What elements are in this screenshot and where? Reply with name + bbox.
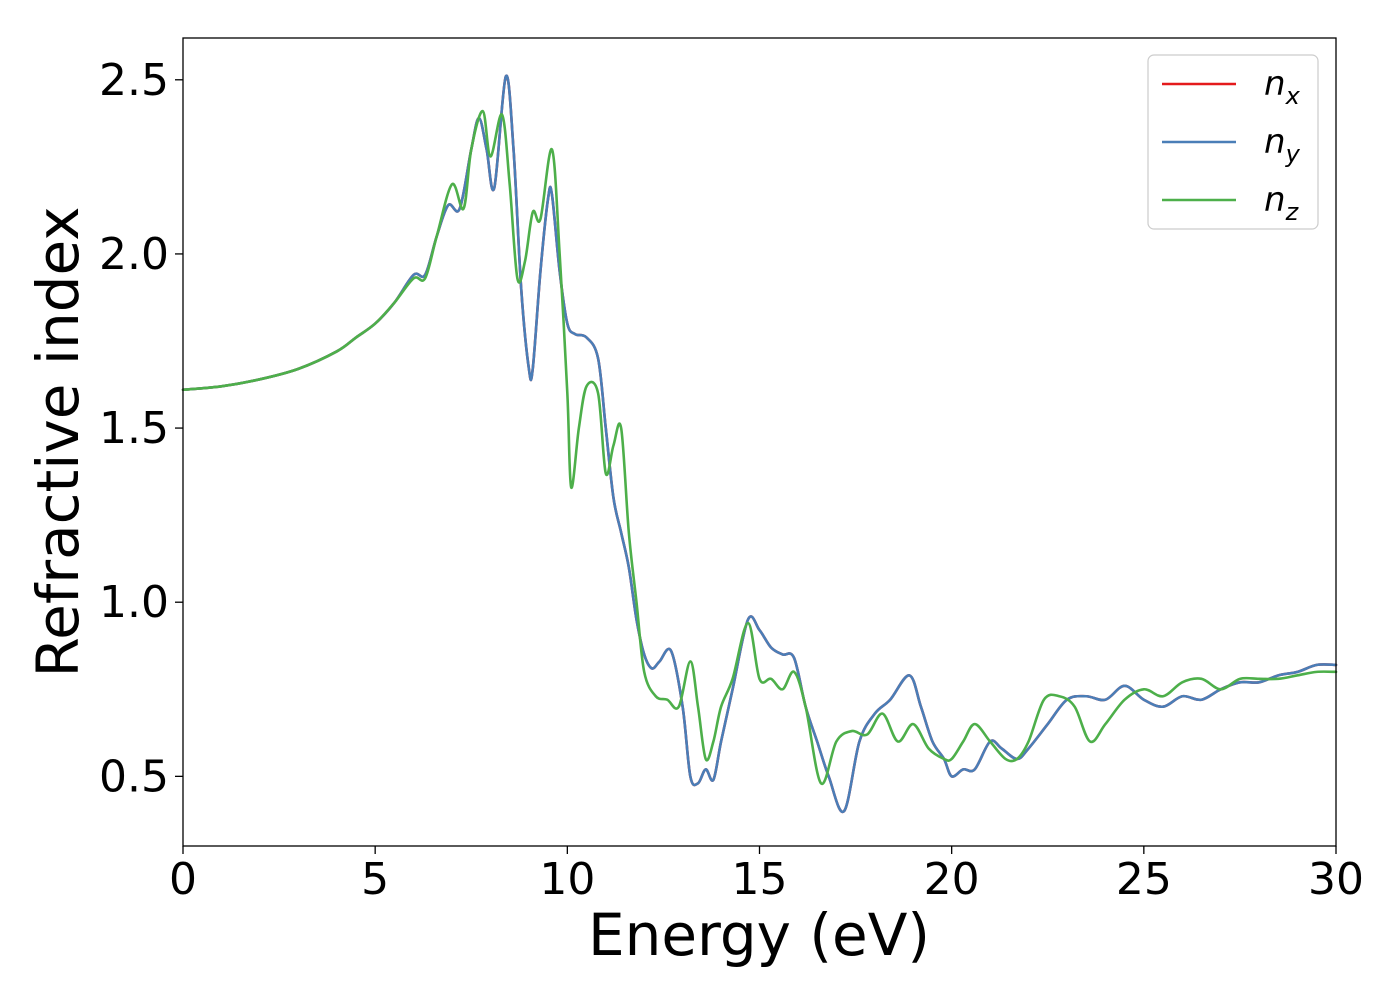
y-tick-label: 0.5 <box>99 751 169 802</box>
y-tick-label: 1.5 <box>99 403 169 454</box>
plot-lines <box>181 74 1338 814</box>
x-tick-label: 30 <box>1308 854 1364 905</box>
legend-label-x: nx <box>1264 64 1301 110</box>
series-line-y <box>181 74 1338 814</box>
x-tick-label: 5 <box>361 854 389 905</box>
x-tick-label: 20 <box>924 854 980 905</box>
x-tick-label: 0 <box>169 854 197 905</box>
y-tick-label: 2.5 <box>99 55 169 106</box>
x-tick-label: 10 <box>539 854 595 905</box>
legend-label-y: ny <box>1264 122 1301 168</box>
y-tick-label: 1.0 <box>99 577 169 628</box>
y-tick-label: 2.0 <box>99 229 169 280</box>
x-axis-label: Energy (eV) <box>588 901 930 969</box>
y-axis-label: Refractive index <box>24 206 92 677</box>
x-tick-label: 25 <box>1116 854 1172 905</box>
x-tick-label: 15 <box>732 854 788 905</box>
y-axis-ticks: 0.5 1.0 1.5 2.0 2.5 <box>99 55 183 802</box>
series-line-z <box>181 109 1338 785</box>
x-axis-ticks: 0 5 10 15 20 25 30 <box>169 846 1364 905</box>
